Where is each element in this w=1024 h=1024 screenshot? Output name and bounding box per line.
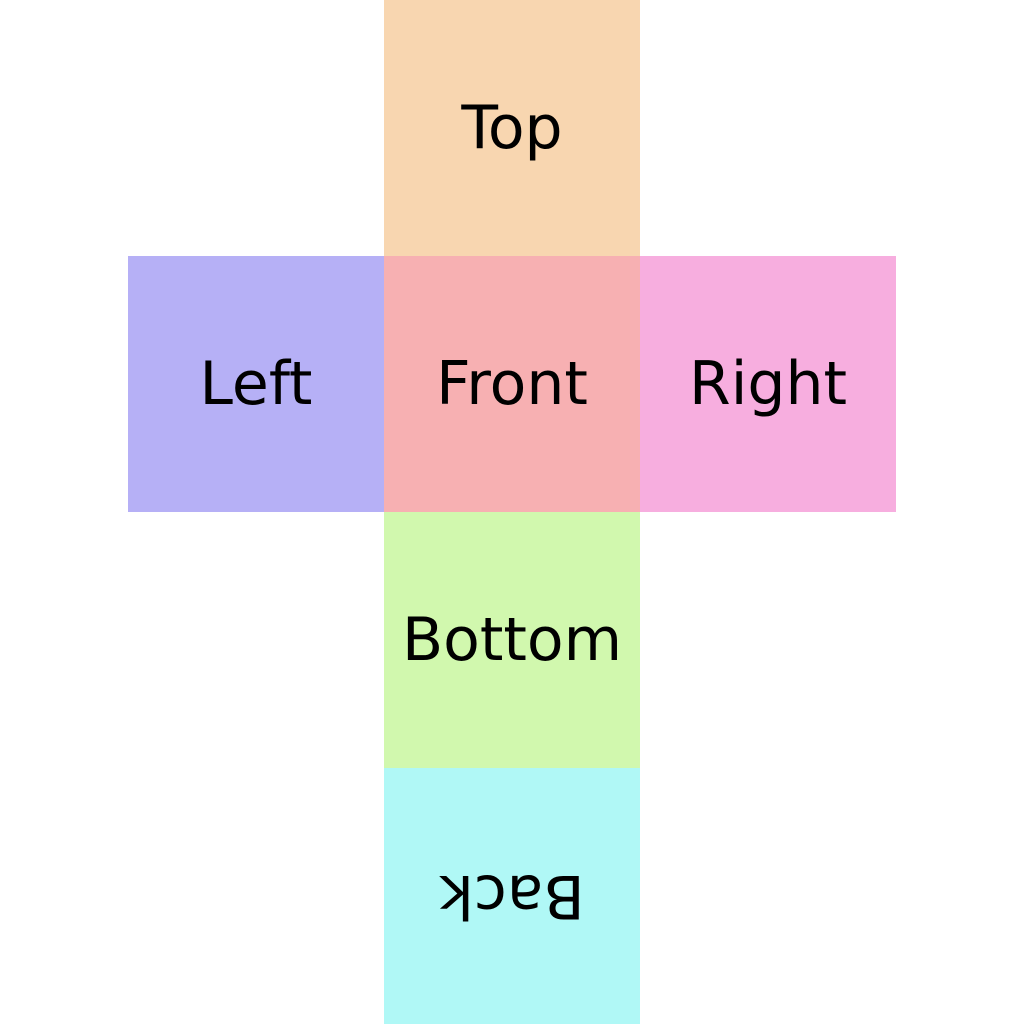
face-back: Back [384, 768, 640, 1024]
face-top: Top [384, 0, 640, 256]
face-back-label: Back [439, 861, 585, 931]
face-front: Front [384, 256, 640, 512]
face-front-label: Front [436, 349, 588, 419]
face-right-label: Right [689, 349, 847, 419]
face-right: Right [640, 256, 896, 512]
face-bottom: Bottom [384, 512, 640, 768]
face-left-label: Left [199, 349, 313, 419]
face-left: Left [128, 256, 384, 512]
face-top-label: Top [461, 93, 563, 163]
face-bottom-label: Bottom [401, 605, 623, 675]
